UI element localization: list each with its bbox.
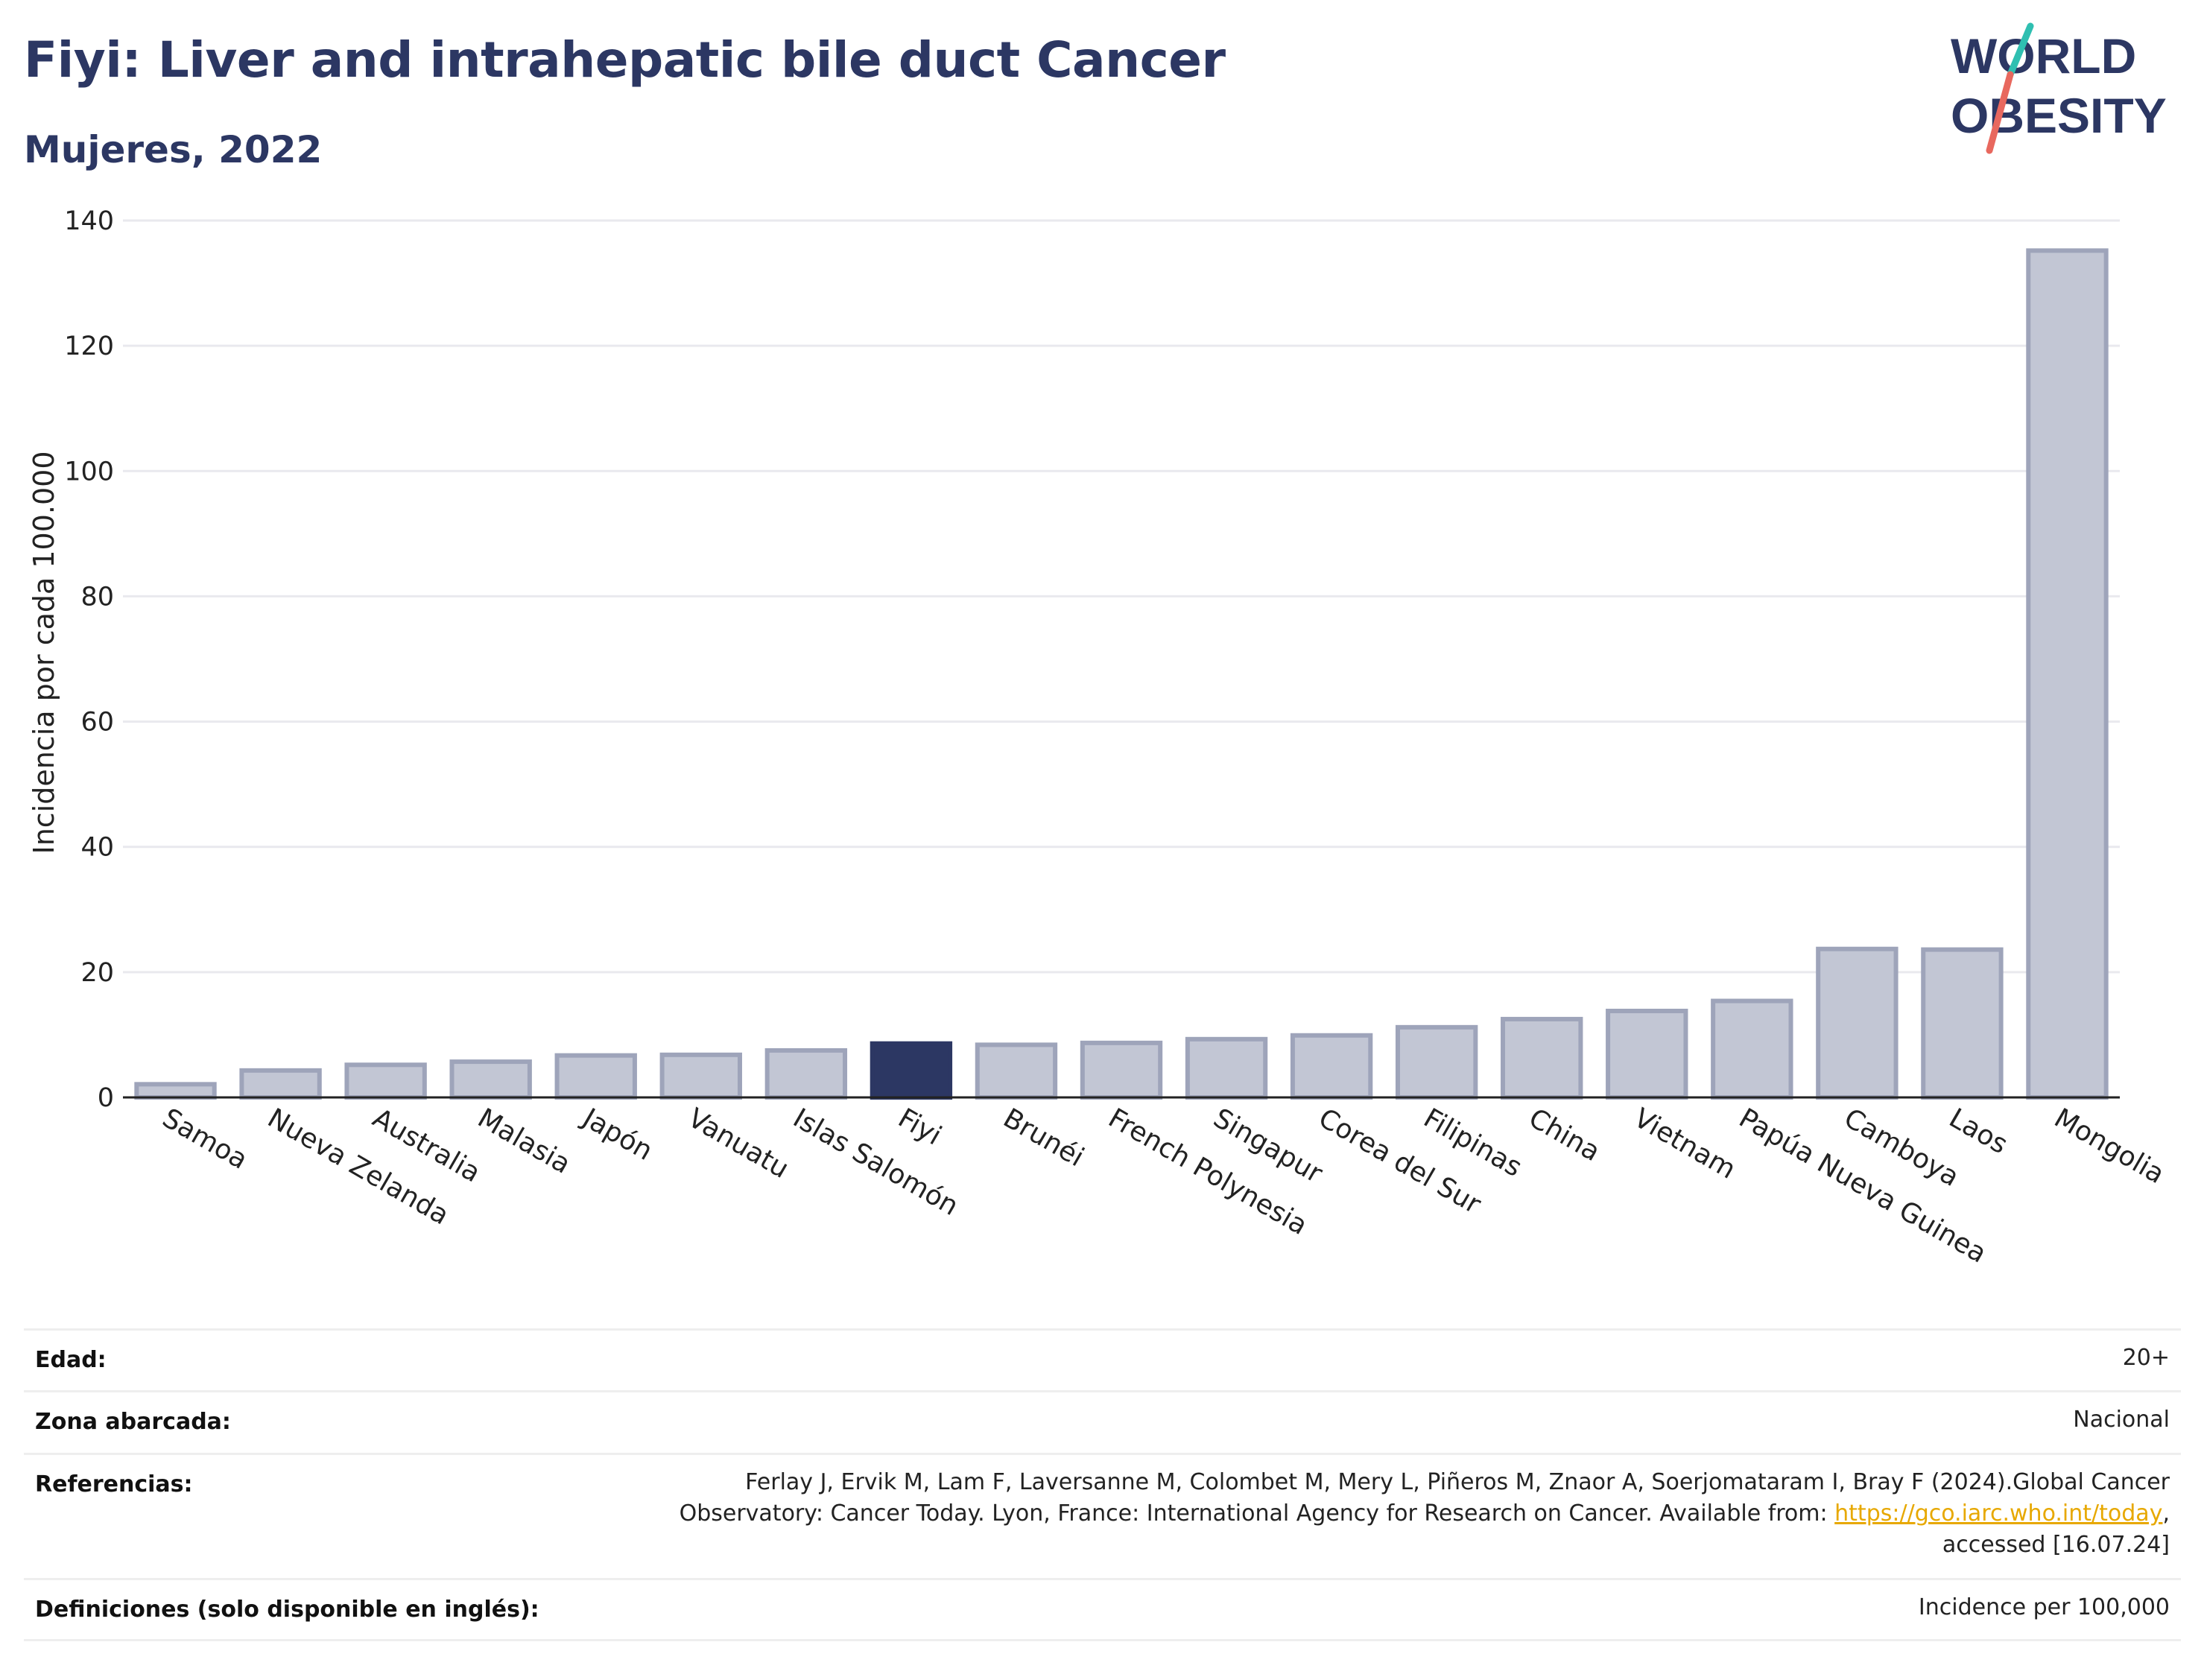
y-tick-labels: 0 20 40 60 80 100 120 140 [64,206,114,1113]
meta-value-line: Nacional [2073,1407,2170,1433]
meta-bottom-border [24,1639,2181,1641]
meta-key: Edad: [35,1347,107,1373]
meta-row: Edad: 20+ [24,1328,2181,1392]
meta-row: Referencias: Ferlay J, Ervik M, Lam F, La… [24,1453,2181,1580]
logo-line2: OBESITY [1951,88,2167,143]
y-tick-label: 120 [64,332,114,361]
chart-subtitle: Mujeres, 2022 [24,128,323,171]
world-obesity-logo: WORLD OBESITY [1951,22,2167,154]
chart-title: Fiyi: Liver and intrahepatic bile duct C… [24,31,1226,89]
meta-key: Referencias: [35,1471,193,1497]
y-tick-label: 80 [80,582,114,612]
meta-value: Incidence per 100,000 [1919,1592,2170,1623]
y-tick-label: 40 [80,833,114,863]
bar-camboya [1816,946,1899,1100]
meta-value: 20+ [2123,1343,2170,1374]
meta-key: Zona abarcada: [35,1409,231,1435]
meta-key: Definiciones (solo disponible en inglés)… [35,1597,539,1623]
logo-line1: WORLD [1951,28,2136,83]
metadata-table: Edad: 20+ Zona abarcada: Nacional Referencia… [24,0,2181,1680]
bars [134,248,2109,1100]
y-tick-label: 0 [98,1083,114,1113]
meta-row: Definiciones (solo disponible en inglés)… [24,1578,2181,1641]
meta-value-line: accessed [16.07.24] [1942,1532,2170,1558]
meta-row: Zona abarcada: Nacional [24,1390,2181,1455]
meta-value-line: Observatory: Cancer Today. Lyon, France:… [679,1500,2170,1527]
meta-value-line: Ferlay J, Ervik M, Lam F, Laversanne M, … [745,1469,2170,1495]
bar-filipinas [1395,1024,1478,1100]
logo-slash-teal [2007,22,2034,78]
bar-mongolia [2026,248,2109,1100]
bar-china [1501,1016,1583,1100]
y-tick-label: 60 [80,708,114,738]
meta-value-line: Incidence per 100,000 [1918,1594,2170,1620]
meta-value: Nacional [2073,1404,2170,1436]
meta-value-line: 20+ [2122,1345,2170,1371]
y-axis-label: Incidencia por cada 100.000 [28,451,60,854]
y-tick-label: 20 [80,958,114,988]
bar-brunéi [975,1042,1058,1100]
bar-french-polynesia [1080,1040,1163,1100]
reference-link[interactable]: https://gco.iarc.who.int/today [1834,1500,2163,1527]
meta-value: Ferlay J, Ervik M, Lam F, Laversanne M, … [680,1467,2170,1561]
bar-islas-salomón [764,1047,848,1100]
y-tick-label: 140 [64,206,114,236]
logo-slash-coral [1986,71,2014,154]
bar-corea-del-sur [1290,1033,1373,1100]
y-tick-label: 100 [64,457,114,486]
